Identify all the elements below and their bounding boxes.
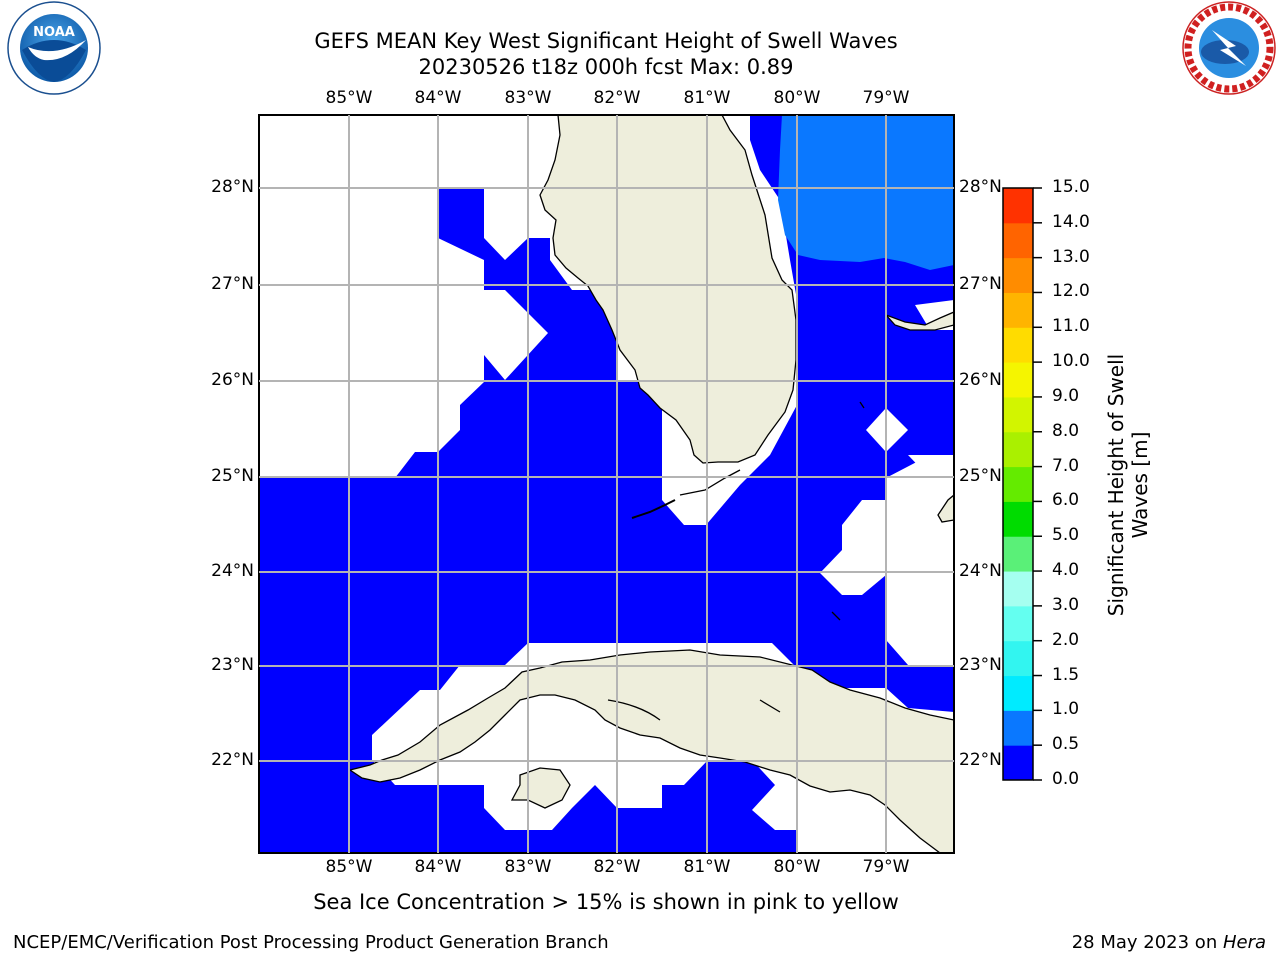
footer-credit: NCEP/EMC/Verification Post Processing Pr… bbox=[13, 932, 609, 953]
lon-label-bottom-84w: 84°W bbox=[414, 857, 462, 877]
map-area bbox=[259, 115, 954, 853]
map-frame bbox=[258, 114, 955, 854]
colorbar-tick-label: 14.0 bbox=[1052, 211, 1090, 232]
lat-label-left-22n: 22°N bbox=[211, 750, 254, 770]
lon-label-top-81w: 81°W bbox=[683, 88, 731, 108]
colorbar-tick-label: 1.5 bbox=[1052, 664, 1080, 685]
lon-label-bottom-79w: 79°W bbox=[862, 857, 910, 877]
colorbar-cell bbox=[1003, 396, 1033, 433]
lat-label-left-23n: 23°N bbox=[211, 655, 254, 675]
colorbar-tick-label: 5.0 bbox=[1052, 525, 1080, 546]
colorbar-tick-label: 0.0 bbox=[1052, 769, 1080, 789]
lat-label-left-25n: 25°N bbox=[211, 466, 254, 486]
colorbar-tick-label: 4.0 bbox=[1052, 560, 1080, 581]
colorbar-tick-label: 12.0 bbox=[1052, 281, 1090, 302]
map-subtitle: 20230526 t18z 000h fcst Max: 0.89 bbox=[418, 55, 794, 79]
lon-label-top-83w: 83°W bbox=[504, 88, 552, 108]
colorbar-cell bbox=[1003, 640, 1033, 677]
lon-label-bottom-83w: 83°W bbox=[504, 857, 552, 877]
lon-label-bottom-80w: 80°W bbox=[773, 857, 821, 877]
florida-land bbox=[539, 115, 797, 464]
lat-label-right-22n: 22°N bbox=[959, 750, 1002, 770]
lon-label-top-79w: 79°W bbox=[862, 88, 910, 108]
graticule bbox=[259, 115, 954, 853]
colorbar-cell bbox=[1003, 466, 1033, 502]
colorbar-tick-label: 9.0 bbox=[1052, 385, 1080, 406]
lat-label-left-28n: 28°N bbox=[211, 177, 254, 197]
colorbar-tick-label: 13.0 bbox=[1052, 246, 1090, 267]
colorbar-cell bbox=[1003, 222, 1033, 259]
colorbar-tick-label: 0.5 bbox=[1052, 734, 1080, 755]
footer-date: 28 May 2023 on Hera bbox=[1072, 932, 1266, 953]
colorbar bbox=[1002, 187, 1042, 781]
colorbar-tick-label: 7.0 bbox=[1052, 455, 1080, 476]
colorbar-cell bbox=[1003, 257, 1033, 293]
lon-label-top-80w: 80°W bbox=[773, 88, 821, 108]
lon-label-bottom-85w: 85°W bbox=[325, 857, 373, 877]
lat-label-left-24n: 24°N bbox=[211, 561, 254, 581]
colorbar-cell bbox=[1003, 431, 1033, 468]
colorbar-cell bbox=[1003, 571, 1033, 607]
lat-label-right-25n: 25°N bbox=[959, 466, 1002, 486]
lon-label-top-84w: 84°W bbox=[414, 88, 462, 108]
lon-label-top-85w: 85°W bbox=[325, 88, 373, 108]
lon-label-top-82w: 82°W bbox=[593, 88, 641, 108]
colorbar-tick-label: 6.0 bbox=[1052, 490, 1080, 511]
colorbar-cell bbox=[1003, 745, 1033, 781]
colorbar-cell bbox=[1003, 675, 1033, 711]
colorbar-cell bbox=[1003, 327, 1033, 363]
sea-ice-note: Sea Ice Concentration > 15% is shown in … bbox=[313, 890, 899, 914]
swell-field-light bbox=[778, 115, 954, 270]
lat-label-right-24n: 24°N bbox=[959, 561, 1002, 581]
lat-label-left-27n: 27°N bbox=[211, 274, 254, 294]
colorbar-tick-label: 1.0 bbox=[1052, 699, 1080, 720]
colorbar-cell bbox=[1003, 536, 1033, 572]
lat-label-right-28n: 28°N bbox=[959, 177, 1002, 197]
svg-text:NOAA: NOAA bbox=[33, 25, 75, 40]
footer-host: Hera bbox=[1222, 932, 1266, 953]
isla-juventud bbox=[510, 767, 571, 809]
footer-date-text: 28 May 2023 on bbox=[1071, 932, 1223, 953]
colorbar-cell bbox=[1003, 292, 1033, 328]
nws-logo bbox=[1182, 1, 1276, 95]
bahamas-land bbox=[885, 311, 954, 331]
colorbar-title: Significant Height of Swell Waves [m] bbox=[1104, 353, 1152, 617]
noaa-logo: NOAA bbox=[7, 1, 101, 95]
cuba-land bbox=[348, 649, 954, 853]
lon-label-bottom-81w: 81°W bbox=[683, 857, 731, 877]
colorbar-tick-label: 2.0 bbox=[1052, 629, 1080, 650]
colorbar-cell bbox=[1003, 188, 1033, 224]
lat-label-left-26n: 26°N bbox=[211, 370, 254, 390]
lat-label-right-27n: 27°N bbox=[959, 274, 1002, 294]
colorbar-tick-label: 11.0 bbox=[1052, 316, 1090, 337]
colorbar-tick-label: 15.0 bbox=[1052, 177, 1090, 197]
colorbar-cell bbox=[1003, 605, 1033, 642]
colorbar-cell bbox=[1003, 501, 1033, 537]
lon-label-bottom-82w: 82°W bbox=[593, 857, 641, 877]
colorbar-cell bbox=[1003, 710, 1033, 746]
colorbar-tick-label: 8.0 bbox=[1052, 420, 1080, 441]
lat-label-right-23n: 23°N bbox=[959, 655, 1002, 675]
lat-label-right-26n: 26°N bbox=[959, 370, 1002, 390]
colorbar-cell bbox=[1003, 362, 1033, 398]
map-title: GEFS MEAN Key West Significant Height of… bbox=[314, 29, 898, 53]
colorbar-tick-label: 3.0 bbox=[1052, 594, 1080, 615]
colorbar-tick-label: 10.0 bbox=[1052, 351, 1090, 372]
